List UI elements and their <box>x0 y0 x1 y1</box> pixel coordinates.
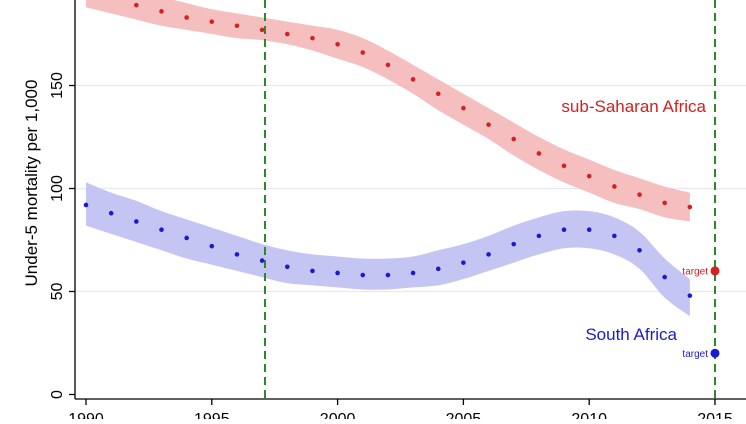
data-point <box>259 27 265 33</box>
series-label-south-africa: South Africa <box>585 325 677 344</box>
data-point <box>159 227 164 232</box>
x-tick-label: 2010 <box>571 411 607 419</box>
data-point <box>637 248 642 253</box>
data-point <box>83 202 89 208</box>
data-point <box>687 204 693 210</box>
x-tick-label: 1990 <box>68 411 104 419</box>
data-point <box>310 268 315 274</box>
x-tick-label: 1995 <box>194 411 230 419</box>
data-point <box>209 19 215 24</box>
data-point <box>687 293 693 298</box>
data-point <box>108 210 114 216</box>
data-point <box>284 264 290 270</box>
y-tick-label: 100 <box>49 175 66 202</box>
x-tick-label: 2005 <box>446 411 482 419</box>
data-point <box>385 272 391 278</box>
data-point <box>310 35 315 41</box>
data-points <box>83 2 720 358</box>
y-tick-label: 150 <box>49 72 66 99</box>
reference-lines <box>264 0 716 399</box>
data-point <box>410 270 416 276</box>
data-point <box>234 23 240 29</box>
data-point <box>435 91 441 97</box>
data-point <box>385 62 391 68</box>
data-point <box>612 233 617 239</box>
data-point <box>586 227 592 232</box>
confidence-bands <box>86 0 690 317</box>
x-tick-label: 2000 <box>320 411 356 419</box>
data-point <box>486 122 491 127</box>
y-tick-label: 0 <box>49 390 66 399</box>
data-point <box>234 252 240 257</box>
data-point <box>134 2 139 8</box>
data-point <box>586 173 592 179</box>
data-point <box>284 31 290 37</box>
data-point <box>612 184 617 189</box>
series-label-sub-saharan-africa: sub-Saharan Africa <box>561 97 706 116</box>
target-point-0 <box>710 266 720 276</box>
y-tick-label: 50 <box>49 283 66 301</box>
data-point <box>461 260 466 265</box>
data-point <box>486 252 491 257</box>
confidence-band-0 <box>86 0 690 222</box>
y-axis-title: Under-5 mortality per 1,000 <box>22 80 41 287</box>
data-point <box>184 235 189 241</box>
data-point <box>561 227 567 232</box>
data-point <box>511 136 517 142</box>
x-tick-label: 2015 <box>697 411 733 419</box>
data-point <box>335 270 340 276</box>
data-point <box>209 243 215 249</box>
data-point <box>536 233 542 239</box>
confidence-band-1 <box>86 182 690 317</box>
data-point <box>360 272 366 278</box>
target-point-1 <box>710 348 720 358</box>
data-point <box>662 200 667 206</box>
data-point <box>134 219 139 224</box>
data-point <box>461 105 466 111</box>
data-point <box>435 266 441 272</box>
data-point <box>637 192 642 197</box>
data-point <box>511 241 517 247</box>
target-label-0: target <box>682 266 708 277</box>
labels: sub-Saharan Africa South Africa target targ… <box>561 97 708 360</box>
data-point <box>184 15 189 20</box>
data-point <box>561 163 567 169</box>
data-point <box>662 274 667 280</box>
data-point <box>159 9 164 14</box>
data-point <box>410 77 416 82</box>
target-label-1: target <box>682 349 708 360</box>
data-point <box>335 42 340 47</box>
data-point <box>536 151 542 156</box>
data-point <box>259 258 265 263</box>
data-point <box>360 50 366 55</box>
